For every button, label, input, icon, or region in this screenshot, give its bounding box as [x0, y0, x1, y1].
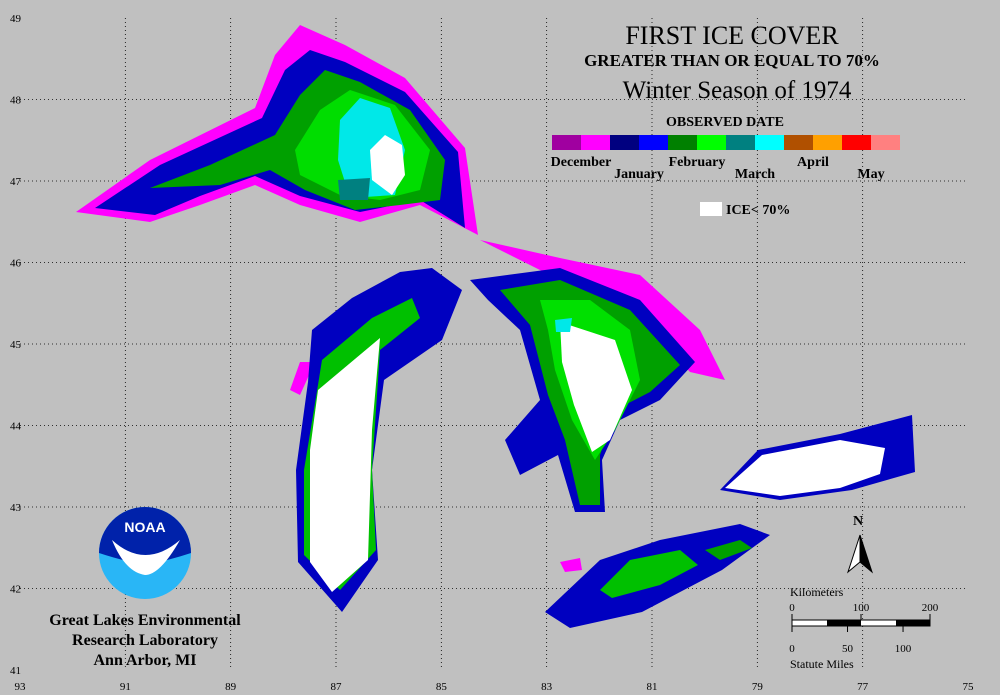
north-arrow: N — [846, 514, 874, 574]
lake-huron — [470, 240, 725, 512]
longitude-label: 91 — [120, 681, 131, 693]
longitude-label: 93 — [15, 681, 27, 693]
legend-swatch — [581, 135, 610, 150]
legend-swatch — [668, 135, 697, 150]
latitude-label: 45 — [10, 339, 22, 351]
lake-ontario — [720, 415, 915, 500]
lake-superior — [76, 25, 478, 235]
scale-bar: Kilometers Statute Miles 0 100 200 0 50 100 — [789, 585, 939, 671]
latitude-label: 46 — [10, 258, 22, 270]
longitude-label: 81 — [647, 681, 658, 693]
lake-michigan — [290, 268, 462, 612]
mi-label: Statute Miles — [790, 657, 854, 671]
legend-swatch — [610, 135, 639, 150]
legend-swatch — [726, 135, 755, 150]
lake-erie — [545, 524, 770, 628]
mi-tick-label: 100 — [895, 643, 912, 655]
legend-swatch — [842, 135, 871, 150]
ice-label: ICE< 70% — [726, 203, 790, 218]
mi-tick-label: 0 — [789, 643, 795, 655]
latitude-label: 48 — [10, 95, 22, 107]
longitude-label: 89 — [225, 681, 237, 693]
legend-label: May — [857, 167, 884, 182]
longitude-label: 83 — [541, 681, 553, 693]
credit-line: Ann Arbor, MI — [94, 652, 197, 669]
credit-line: Great Lakes Environmental — [49, 612, 241, 629]
legend-swatch — [697, 135, 726, 150]
latitude-label: 49 — [10, 13, 22, 25]
latitude-label: 41 — [10, 665, 21, 677]
credit-line: Research Laboratory — [72, 632, 218, 649]
longitude-label: 77 — [857, 681, 869, 693]
legend-label: January — [614, 167, 664, 182]
km-tick-label: 100 — [853, 602, 870, 614]
noaa-logo: NOAA — [99, 507, 191, 599]
legend-swatch — [639, 135, 668, 150]
latitude-label: 47 — [10, 176, 22, 188]
latitude-label: 42 — [10, 584, 21, 596]
legend-label: February — [669, 155, 726, 170]
mi-tick-label: 50 — [842, 643, 854, 655]
season: Winter Season of 1974 — [623, 77, 852, 104]
subtitle: GREATER THAN OR EQUAL TO 70% — [584, 51, 880, 70]
km-tick-label: 0 — [789, 602, 795, 614]
km-tick-label: 200 — [922, 602, 939, 614]
legend-label: April — [797, 155, 829, 170]
longitude-label: 79 — [752, 681, 764, 693]
km-label: Kilometers — [790, 585, 844, 599]
legend-swatch — [552, 135, 581, 150]
logo-text: NOAA — [124, 519, 165, 535]
legend-swatch — [755, 135, 784, 150]
latitude-label: 44 — [10, 421, 22, 433]
legend-label: December — [551, 155, 612, 170]
legend-swatch — [871, 135, 900, 150]
longitude-label: 87 — [331, 681, 343, 693]
legend-label: March — [735, 167, 775, 182]
north-label: N — [853, 514, 863, 529]
ice-swatch — [700, 202, 722, 216]
legend-title: OBSERVED DATE — [666, 115, 784, 130]
longitude-label: 85 — [436, 681, 448, 693]
latitude-label: 43 — [10, 502, 22, 514]
title: FIRST ICE COVER — [625, 21, 839, 50]
longitude-label: 75 — [963, 681, 975, 693]
legend-swatch — [813, 135, 842, 150]
legend-swatch — [784, 135, 813, 150]
